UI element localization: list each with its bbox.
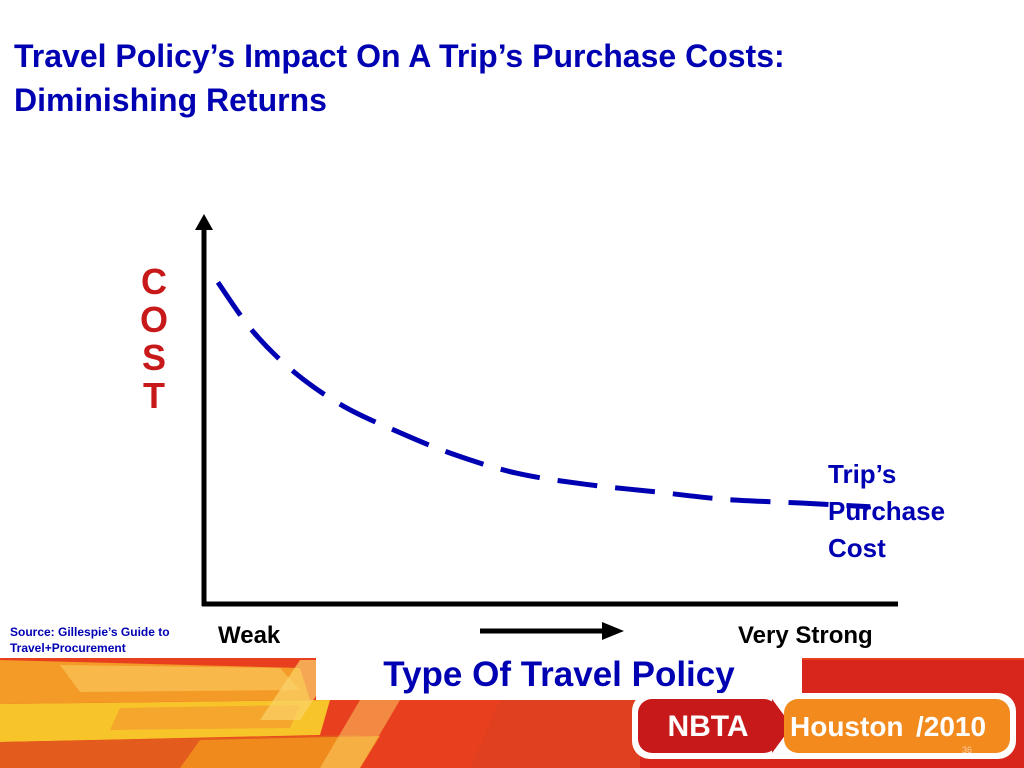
x-axis-title-box: Type Of Travel Policy (316, 652, 802, 700)
logo-separator: / (916, 711, 924, 742)
title-line-2: Diminishing Returns (14, 82, 327, 118)
source-line-2: Travel+Procurement (10, 641, 126, 655)
x-axis-title: Type Of Travel Policy (383, 655, 735, 694)
series-label-line: Trip’s (828, 459, 897, 489)
y-axis-title: C O S T (135, 263, 173, 415)
logo-year-group: /2010 (916, 705, 1006, 749)
page-title: Travel Policy’s Impact On A Trip’s Purch… (14, 34, 1014, 122)
y-axis-letter: O (139, 299, 168, 340)
x-tick-label-weak: Weak (218, 622, 281, 649)
y-axis-letter: T (143, 375, 165, 416)
title-line-1: Travel Policy’s Impact On A Trip’s Purch… (14, 38, 785, 74)
y-axis-arrowhead (195, 214, 213, 230)
page-number: 36 (962, 745, 973, 755)
series-label-line: Cost (828, 533, 886, 563)
nbta-houston-logo: NBTA Houston /2010 (632, 693, 1016, 759)
cost-curve-chart (195, 214, 898, 640)
series-line-0 (215, 280, 871, 510)
series-label-line: Purchase (828, 496, 946, 526)
logo-badge (632, 693, 1016, 759)
x-tick-label-very-strong: Very Strong (738, 622, 873, 649)
logo-year-text: 2010 (923, 711, 987, 742)
source-line-1: Source: Gillespie’s Guide to (10, 625, 170, 639)
y-axis-letter: C (141, 261, 167, 302)
y-axis-letter: S (141, 337, 166, 378)
source-note: Source: Gillespie’s Guide to Travel+Proc… (10, 624, 210, 656)
logo-org-text: NBTA (667, 710, 749, 743)
x-direction-arrowhead (602, 622, 624, 640)
logo-city-text: Houston (790, 711, 904, 742)
series-label: Trip’s Purchase Cost (828, 456, 988, 567)
